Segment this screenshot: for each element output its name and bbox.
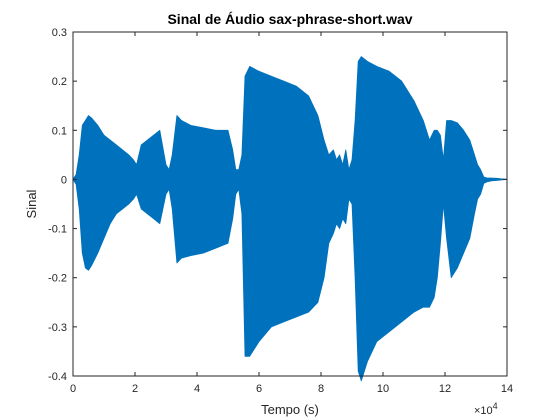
- y-tick-label: 0.1: [52, 125, 67, 137]
- x-tick-label: 8: [318, 383, 324, 395]
- y-tick-label: -0.3: [48, 322, 67, 334]
- y-tick-label: 0.3: [52, 27, 67, 39]
- x-tick-label: 4: [194, 383, 200, 395]
- x-tick-label: 0: [70, 383, 76, 395]
- x-tick-label: 6: [256, 383, 262, 395]
- y-tick-label: 0.2: [52, 76, 67, 88]
- x-axis-label: Tempo (s): [261, 402, 319, 417]
- y-tick-label: -0.4: [48, 371, 67, 383]
- y-tick-label: -0.1: [48, 224, 67, 236]
- x-tick-label: 14: [501, 383, 513, 395]
- x-tick-label: 2: [132, 383, 138, 395]
- y-tick-label: -0.2: [48, 273, 67, 285]
- chart-title: Sinal de Áudio sax-phrase-short.wav: [167, 11, 412, 27]
- x-tick-label: 10: [377, 383, 389, 395]
- y-tick-label: 0: [61, 174, 67, 186]
- y-axis-label: Sinal: [24, 189, 39, 218]
- x-tick-label: 12: [439, 383, 451, 395]
